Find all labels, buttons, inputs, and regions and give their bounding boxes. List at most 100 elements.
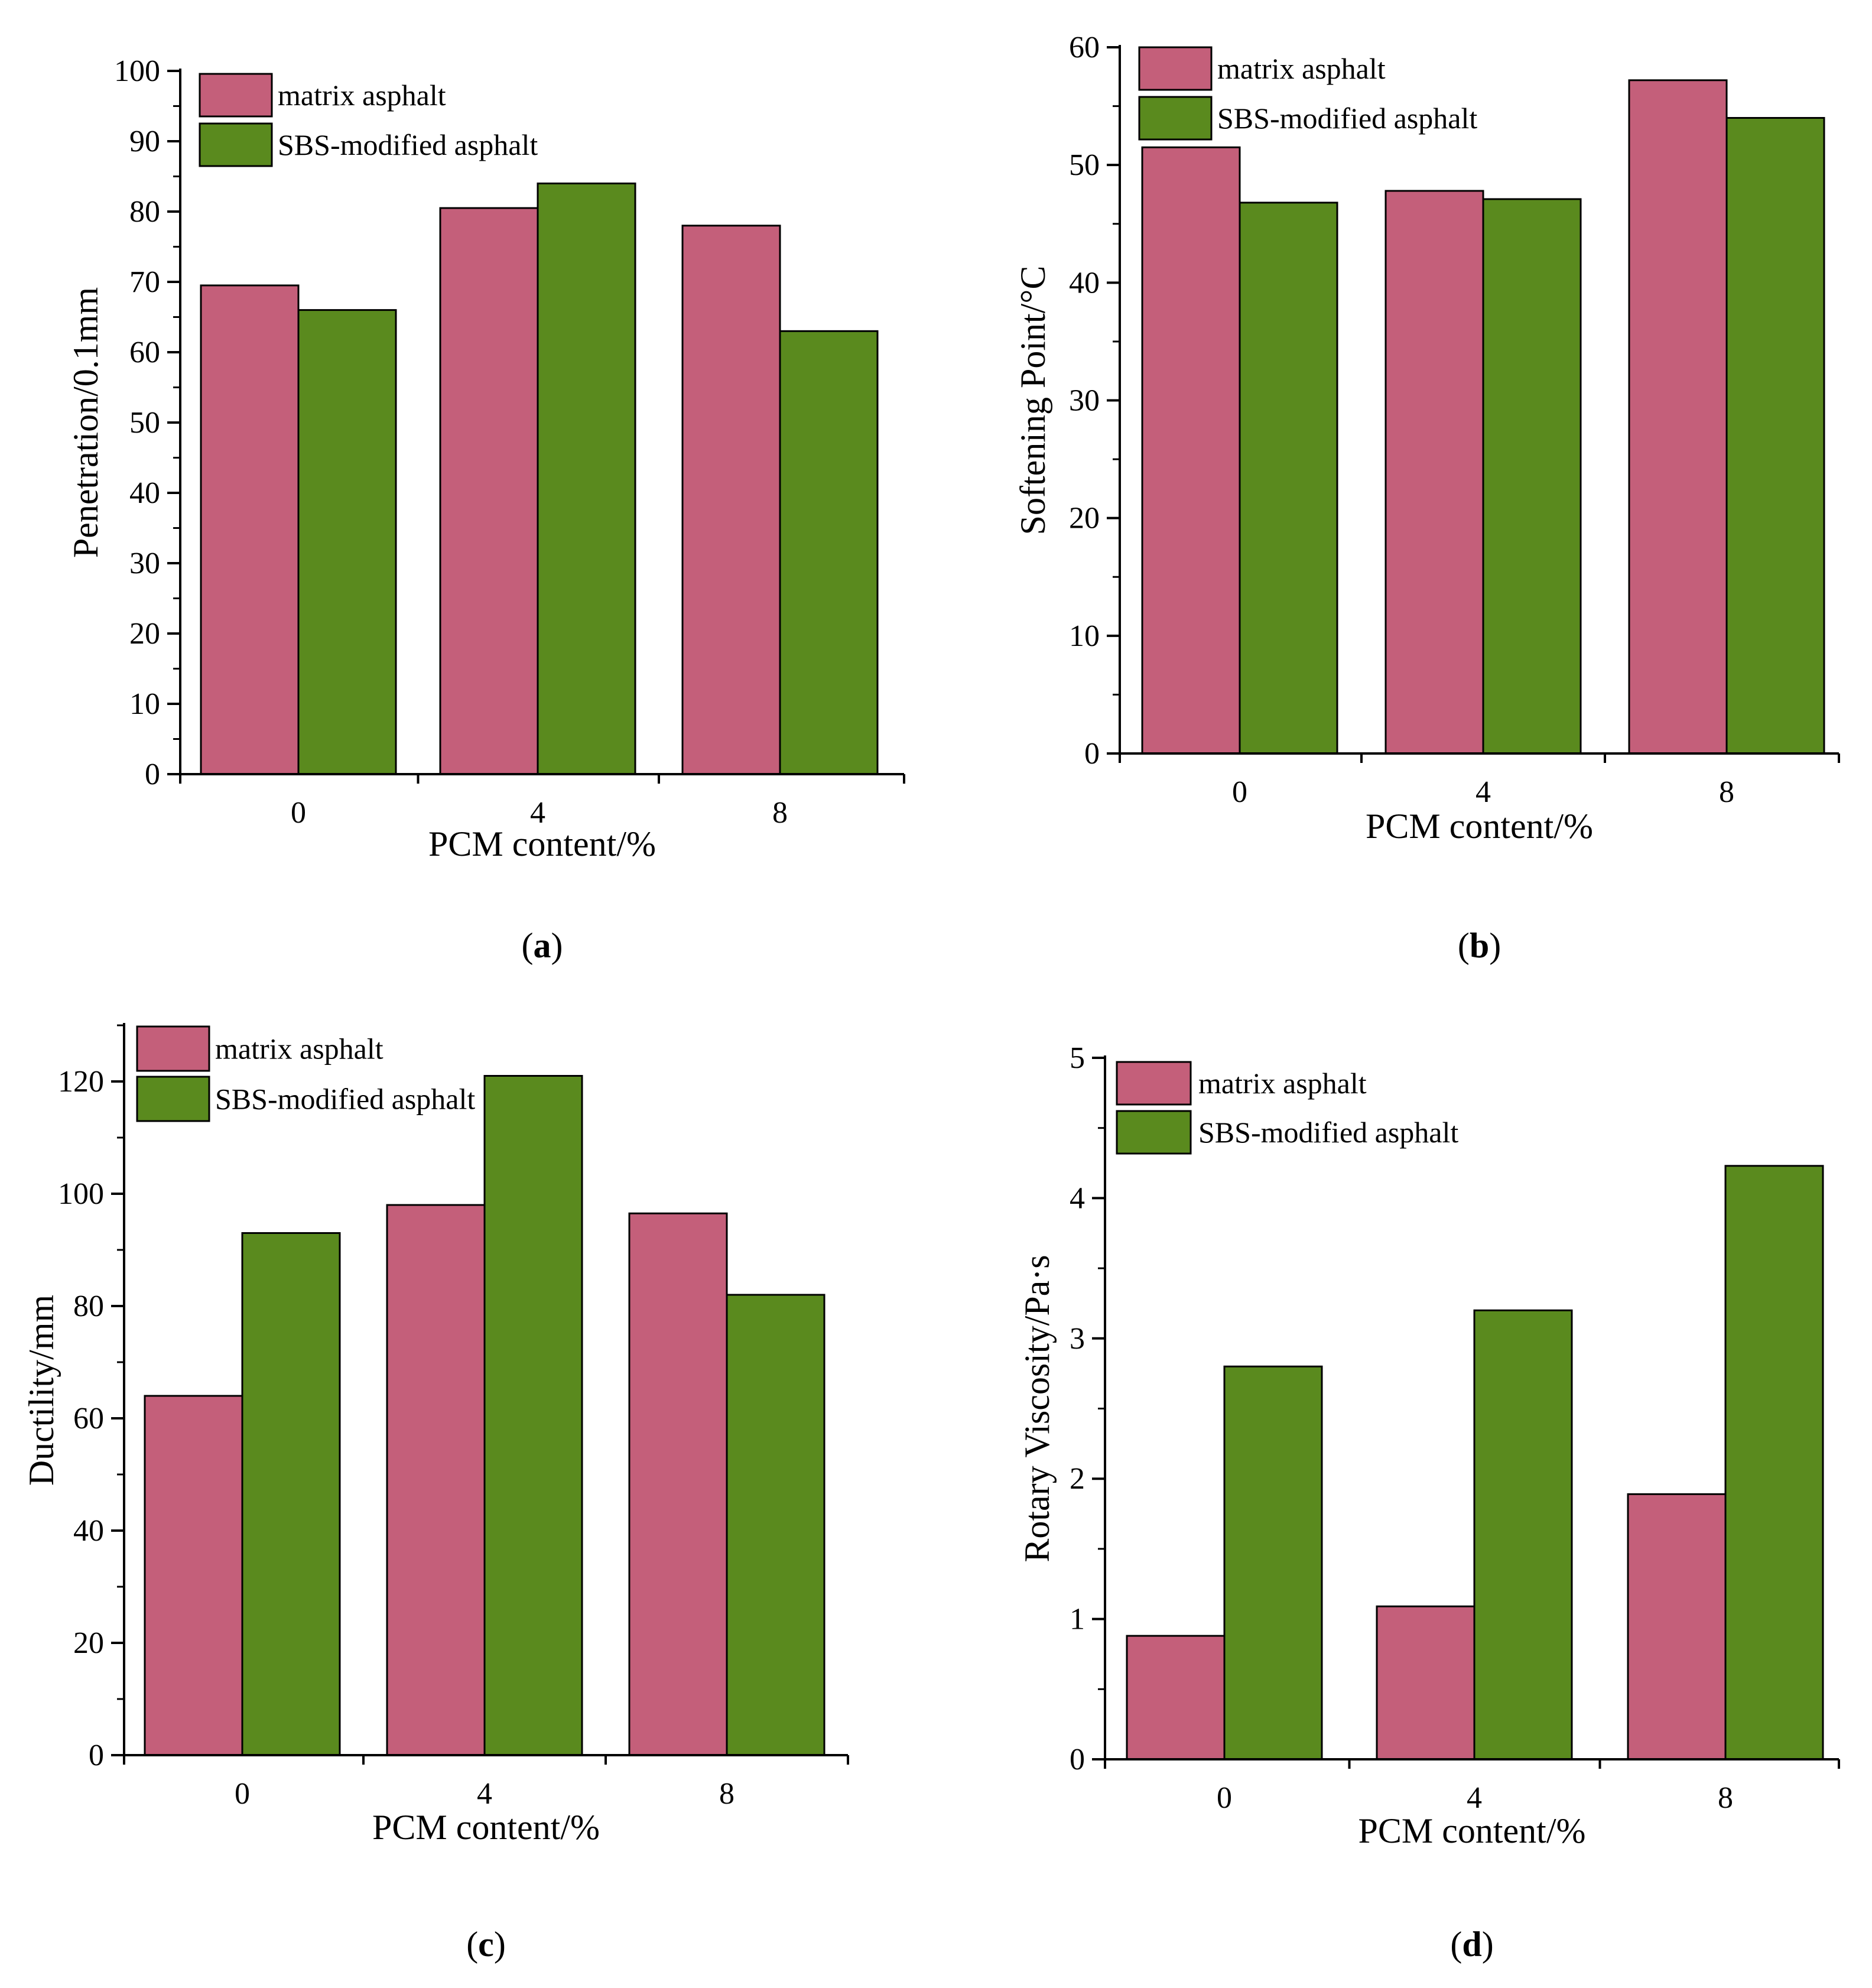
bar-sbs-0 (1223, 1365, 1323, 1760)
y-axis-title: Ductility/mm (22, 1295, 61, 1486)
y-tick-label: 0 (1084, 737, 1100, 771)
bar-sbs-8 (1725, 117, 1825, 755)
legend-label-sbs: SBS-modified asphalt (1217, 102, 1477, 135)
legend-label-matrix: matrix asphalt (1198, 1067, 1367, 1100)
bar-matrix-4 (1384, 190, 1484, 755)
x-tick-label: 8 (1719, 775, 1734, 809)
legend-swatch-matrix (199, 73, 273, 118)
chart-panel-c: 0 20 40 60 80 100 120 0 4 8 PCM content/% Ductility… (22, 1023, 849, 1964)
y-tick-label: 100 (58, 1177, 104, 1211)
x-tick-label: 8 (772, 796, 788, 830)
chart-panel-b: 0 10 20 30 40 50 60 0 4 8 PCM content/% Softening P… (1013, 31, 1840, 965)
x-axis-title: PCM content/% (428, 824, 656, 863)
panel-label: (b) (1458, 926, 1501, 965)
y-tick-label: 30 (129, 547, 160, 580)
y-axis-title: Rotary Viscosity/Pa·s (1018, 1255, 1057, 1562)
y-tick-label: 120 (58, 1065, 104, 1099)
y-tick-label: 4 (1070, 1181, 1085, 1215)
bar-sbs-0 (241, 1232, 341, 1756)
y-tick-label: 70 (129, 265, 160, 299)
legend-swatch-sbs (136, 1076, 210, 1122)
legend-swatch-sbs (1138, 96, 1213, 141)
x-tick-label: 4 (530, 796, 545, 830)
y-tick-label: 10 (1069, 619, 1100, 653)
legend-swatch-matrix (1116, 1061, 1192, 1106)
legend-label-matrix: matrix asphalt (215, 1032, 384, 1066)
y-tick-label: 20 (129, 617, 160, 651)
x-axis-title: PCM content/% (372, 1808, 600, 1847)
x-tick-label: 0 (1232, 775, 1247, 809)
y-tick-label: 1 (1070, 1603, 1085, 1636)
panel-label: (a) (522, 926, 563, 965)
bar-matrix-8 (1627, 1493, 1727, 1760)
y-tick-label: 5 (1070, 1041, 1085, 1075)
legend-swatch-matrix (1138, 46, 1213, 91)
x-tick-label: 4 (477, 1777, 492, 1811)
y-tick-label: 20 (1069, 502, 1100, 535)
y-tick-label: 60 (129, 336, 160, 369)
bar-matrix-8 (681, 225, 781, 775)
legend-label-sbs: SBS-modified asphalt (1198, 1116, 1458, 1149)
y-tick-label: 10 (129, 687, 160, 721)
legend-label-sbs: SBS-modified asphalt (278, 128, 538, 161)
bar-sbs-8 (779, 330, 879, 775)
x-tick-label: 4 (1467, 1781, 1482, 1815)
y-tick-label: 3 (1070, 1322, 1085, 1356)
bar-matrix-0 (200, 284, 300, 775)
y-tick-label: 0 (145, 758, 160, 791)
bar-matrix-4 (439, 207, 539, 775)
bar-matrix-4 (1376, 1605, 1476, 1760)
x-axis-title: PCM content/% (1366, 807, 1593, 846)
y-tick-label: 60 (1069, 31, 1100, 64)
y-tick-label: 80 (129, 195, 160, 229)
panel-label: (d) (1450, 1925, 1493, 1964)
bar-sbs-4 (1482, 198, 1582, 755)
x-axis-title: PCM content/% (1358, 1811, 1586, 1850)
y-tick-label: 40 (1069, 266, 1100, 300)
chart-panel-a: 0 10 20 30 40 50 60 70 80 90 100 0 4 8 PCM content/% Pe… (66, 54, 905, 965)
legend-swatch-matrix (136, 1025, 210, 1072)
y-tick-label: 100 (114, 54, 160, 88)
x-tick-label: 8 (1718, 1781, 1733, 1815)
x-tick-label: 8 (719, 1777, 734, 1811)
y-axis-title: Penetration/0.1mm (66, 287, 105, 558)
bar-sbs-8 (1724, 1165, 1824, 1760)
panel-label: (c) (466, 1925, 506, 1964)
y-tick-label: 40 (129, 476, 160, 510)
bar-sbs-4 (483, 1075, 583, 1756)
bar-matrix-8 (1628, 79, 1728, 755)
y-tick-label: 80 (73, 1289, 104, 1323)
y-tick-label: 2 (1070, 1462, 1085, 1496)
y-tick-label: 20 (73, 1626, 104, 1660)
y-tick-label: 90 (129, 125, 160, 158)
x-tick-label: 4 (1476, 775, 1491, 809)
bar-sbs-8 (726, 1294, 826, 1756)
bar-sbs-4 (1473, 1309, 1573, 1760)
bar-matrix-0 (1126, 1635, 1226, 1760)
x-tick-label: 0 (235, 1777, 250, 1811)
chart-panel-d: 0 1 2 3 4 5 0 4 8 PCM content/% Rotary Viscosity/P… (1018, 1041, 1840, 1964)
bar-sbs-0 (297, 309, 397, 775)
bar-matrix-0 (1141, 146, 1241, 755)
y-axis-title: Softening Point/°C (1013, 266, 1052, 535)
y-tick-label: 0 (89, 1739, 104, 1772)
bar-sbs-4 (537, 182, 636, 775)
legend-label-matrix: matrix asphalt (278, 79, 446, 112)
y-tick-label: 50 (129, 406, 160, 440)
legend-label-sbs: SBS-modified asphalt (215, 1083, 475, 1116)
y-tick-label: 40 (73, 1514, 104, 1548)
y-tick-label: 0 (1070, 1743, 1085, 1776)
y-tick-label: 60 (73, 1402, 104, 1435)
legend-label-matrix: matrix asphalt (1217, 52, 1386, 85)
bar-matrix-0 (144, 1395, 243, 1756)
x-tick-label: 0 (291, 796, 306, 830)
y-tick-label: 50 (1069, 148, 1100, 182)
bar-sbs-0 (1239, 202, 1338, 755)
legend-swatch-sbs (199, 122, 273, 167)
x-tick-label: 0 (1217, 1781, 1232, 1815)
legend-swatch-sbs (1116, 1110, 1192, 1155)
bar-matrix-8 (628, 1212, 728, 1756)
bar-matrix-4 (386, 1204, 486, 1756)
y-tick-label: 30 (1069, 384, 1100, 418)
